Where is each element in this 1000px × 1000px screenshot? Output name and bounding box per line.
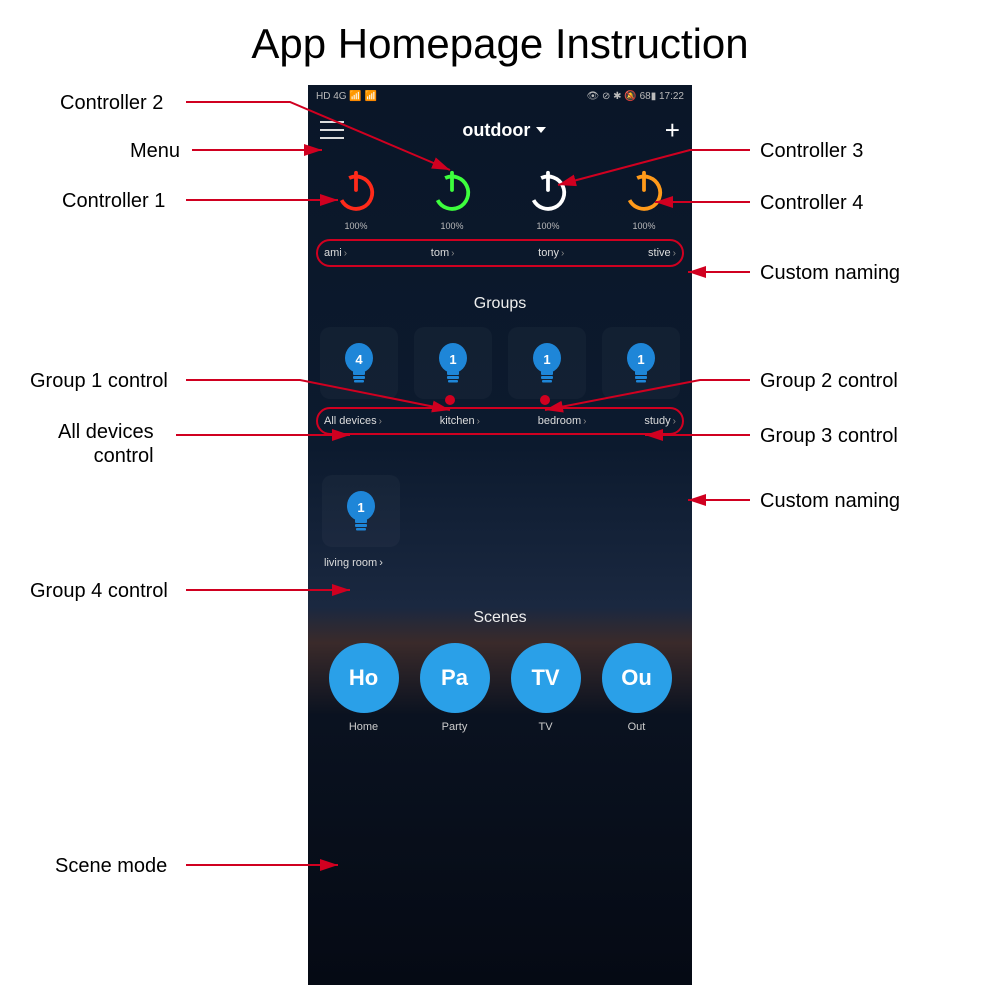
groups-row: 4 1 1 1	[308, 327, 692, 399]
menu-icon[interactable]	[320, 121, 344, 139]
controller-names-row: ami› tom› tony› stive›	[316, 239, 684, 267]
percent-label: 100%	[632, 221, 655, 231]
bulb-icon: 1	[522, 338, 572, 388]
scene-party[interactable]: Pa Party	[420, 643, 490, 733]
callout-all-devices: All devices control	[58, 420, 154, 468]
scene-tv[interactable]: TV TV	[511, 643, 581, 733]
bulb-icon: 1	[336, 486, 386, 536]
location-label: outdoor	[462, 120, 530, 141]
scenes-row: Ho Home Pa Party TV TV Ou Out	[308, 643, 692, 733]
power-icon	[425, 163, 479, 217]
callout-controller4: Controller 4	[760, 192, 863, 215]
status-right: 👁 ⊘ ✱ 🔕 68▮ 17:22	[587, 91, 684, 102]
scene-home[interactable]: Ho Home	[329, 643, 399, 733]
callout-custom1: Custom naming	[760, 262, 900, 285]
chevron-down-icon	[536, 127, 546, 133]
callout-controller1: Controller 1	[62, 190, 165, 213]
group-names-row: All devices› kitchen› bedroom› study›	[316, 407, 684, 435]
scene-name: Home	[349, 721, 378, 733]
group-3[interactable]: 1	[602, 327, 680, 399]
name-tony[interactable]: tony›	[538, 247, 564, 259]
controller-4[interactable]: 100%	[617, 163, 671, 231]
group-2[interactable]: 1	[508, 327, 586, 399]
add-icon[interactable]: +	[665, 117, 680, 143]
callout-group1: Group 1 control	[30, 370, 168, 393]
location-dropdown[interactable]: outdoor	[462, 120, 546, 141]
app-header: outdoor +	[308, 107, 692, 153]
callout-scene: Scene mode	[55, 855, 167, 878]
group-4-row: 1 living room›	[308, 475, 692, 569]
callout-controller2: Controller 2	[60, 92, 163, 115]
scene-name: TV	[538, 721, 552, 733]
phone-screenshot: HD 4G 📶 📶 👁 ⊘ ✱ 🔕 68▮ 17:22 outdoor + 10…	[308, 85, 692, 985]
gname-all[interactable]: All devices›	[324, 415, 382, 427]
page-title: App Homepage Instruction	[0, 0, 1000, 78]
gname-living[interactable]: living room›	[322, 557, 383, 569]
bulb-icon: 4	[334, 338, 384, 388]
scene-circle: Ou	[602, 643, 672, 713]
callout-group4: Group 4 control	[30, 580, 168, 603]
callout-group2: Group 2 control	[760, 370, 898, 393]
bulb-icon: 1	[428, 338, 478, 388]
name-ami[interactable]: ami›	[324, 247, 347, 259]
scene-circle: Pa	[420, 643, 490, 713]
power-icon	[329, 163, 383, 217]
scene-circle: TV	[511, 643, 581, 713]
controller-3[interactable]: 100%	[521, 163, 575, 231]
power-icon	[617, 163, 671, 217]
gname-kitchen[interactable]: kitchen›	[440, 415, 480, 427]
group-all[interactable]: 4	[320, 327, 398, 399]
group-4[interactable]: 1	[322, 475, 400, 547]
groups-label: Groups	[308, 295, 692, 313]
controller-2[interactable]: 100%	[425, 163, 479, 231]
status-bar: HD 4G 📶 📶 👁 ⊘ ✱ 🔕 68▮ 17:22	[308, 85, 692, 107]
status-left: HD 4G 📶 📶	[316, 91, 377, 102]
controller-1[interactable]: 100%	[329, 163, 383, 231]
scene-out[interactable]: Ou Out	[602, 643, 672, 733]
percent-label: 100%	[344, 221, 367, 231]
name-stive[interactable]: stive›	[648, 247, 676, 259]
bulb-icon: 1	[616, 338, 666, 388]
callout-custom2: Custom naming	[760, 490, 900, 513]
scene-name: Out	[628, 721, 646, 733]
scene-circle: Ho	[329, 643, 399, 713]
gname-bedroom[interactable]: bedroom›	[538, 415, 587, 427]
percent-label: 100%	[440, 221, 463, 231]
gname-study[interactable]: study›	[644, 415, 676, 427]
scene-name: Party	[442, 721, 468, 733]
group-1[interactable]: 1	[414, 327, 492, 399]
callout-controller3: Controller 3	[760, 140, 863, 163]
callout-group3: Group 3 control	[760, 425, 898, 448]
scenes-label: Scenes	[308, 609, 692, 627]
callout-menu: Menu	[130, 140, 180, 163]
name-tom[interactable]: tom›	[431, 247, 455, 259]
power-icon	[521, 163, 575, 217]
controllers-row: 100% 100% 100% 100%	[308, 163, 692, 231]
percent-label: 100%	[536, 221, 559, 231]
